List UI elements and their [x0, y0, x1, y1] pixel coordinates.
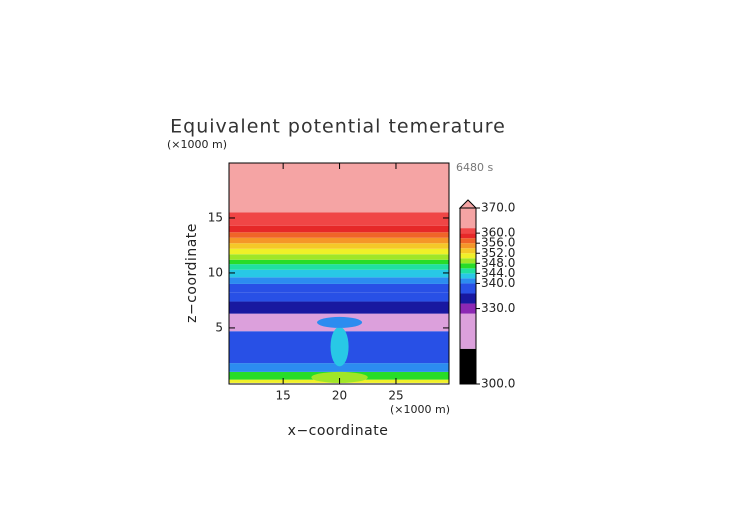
contour-band [229, 232, 449, 238]
contour-band [229, 163, 449, 213]
contour-band [229, 283, 449, 293]
y-unit: (×1000 m) [167, 138, 227, 151]
colorbar-segment [460, 268, 476, 274]
contour-band [229, 301, 449, 314]
plot-frame [228, 162, 450, 385]
colorbar-segment [460, 278, 476, 284]
time-label: 6480 s [456, 161, 493, 174]
x-tick-label: 20 [332, 389, 347, 403]
colorbar-segment [460, 313, 476, 349]
colorbar-segment [460, 253, 476, 259]
y-tick-label: 10 [208, 265, 223, 279]
colorbar-segment [460, 348, 476, 384]
x-tick-label: 15 [276, 389, 291, 403]
contour-field [229, 163, 449, 383]
contour-band [229, 254, 449, 260]
colorbar-tick-label: 344.0 [481, 266, 515, 280]
axes: 15 20 25 5 10 15 300.0 330.0 340.0344.0348.0352.… [208, 162, 515, 403]
colorbar-segment [460, 228, 476, 234]
colorbar-segment [460, 293, 476, 304]
colorbar-segment [460, 303, 476, 314]
colorbar-tick-label: 300.0 [481, 377, 515, 391]
contour-band [229, 248, 449, 255]
contour-feature [317, 316, 363, 328]
colorbar-segment [460, 258, 476, 264]
contour-band [229, 277, 449, 284]
y-tick-label: 5 [215, 320, 223, 334]
contour-band [229, 212, 449, 226]
contour-band [229, 259, 449, 265]
contour-band [229, 243, 449, 249]
contour-band [229, 269, 449, 278]
colorbar-tick-label: 356.0 [481, 236, 515, 250]
x-tick-label: 25 [388, 389, 403, 403]
colorbar-segment [460, 273, 476, 279]
colorbar-frame [459, 207, 477, 385]
contour-band [229, 363, 449, 372]
colorbar-tick-label: 348.0 [481, 256, 515, 270]
y-tick-label: 15 [208, 210, 223, 224]
colorbar-tick-label: 340.0 [481, 276, 515, 290]
colorbar-segment [460, 283, 476, 294]
contour-band [229, 264, 449, 270]
contour-band [229, 237, 449, 244]
colorbar-segment [460, 263, 476, 269]
colorbar-segment [460, 238, 476, 244]
contour-feature [330, 326, 349, 367]
colorbar-tick-label: 330.0 [481, 301, 515, 315]
y-axis-label: z−coordinate [184, 223, 200, 323]
colorbar-tick-label: 360.0 [481, 226, 515, 240]
colorbar-segment [460, 243, 476, 249]
contour-band [229, 292, 449, 302]
colorbar-tick-label: 352.0 [481, 246, 515, 260]
colorbar-segment [460, 208, 476, 229]
x-axis-label: x−coordinate [288, 423, 389, 439]
chart-title: Equivalent potential temerature [170, 116, 506, 138]
x-unit: (×1000 m) [390, 403, 450, 416]
contour-band [229, 225, 449, 233]
colorbar-extend [458, 199, 478, 209]
colorbar-segment [460, 248, 476, 254]
contour-feature [311, 371, 368, 383]
colorbar-segment [460, 233, 476, 239]
colorbar-tick-label: 370.0 [481, 201, 515, 215]
